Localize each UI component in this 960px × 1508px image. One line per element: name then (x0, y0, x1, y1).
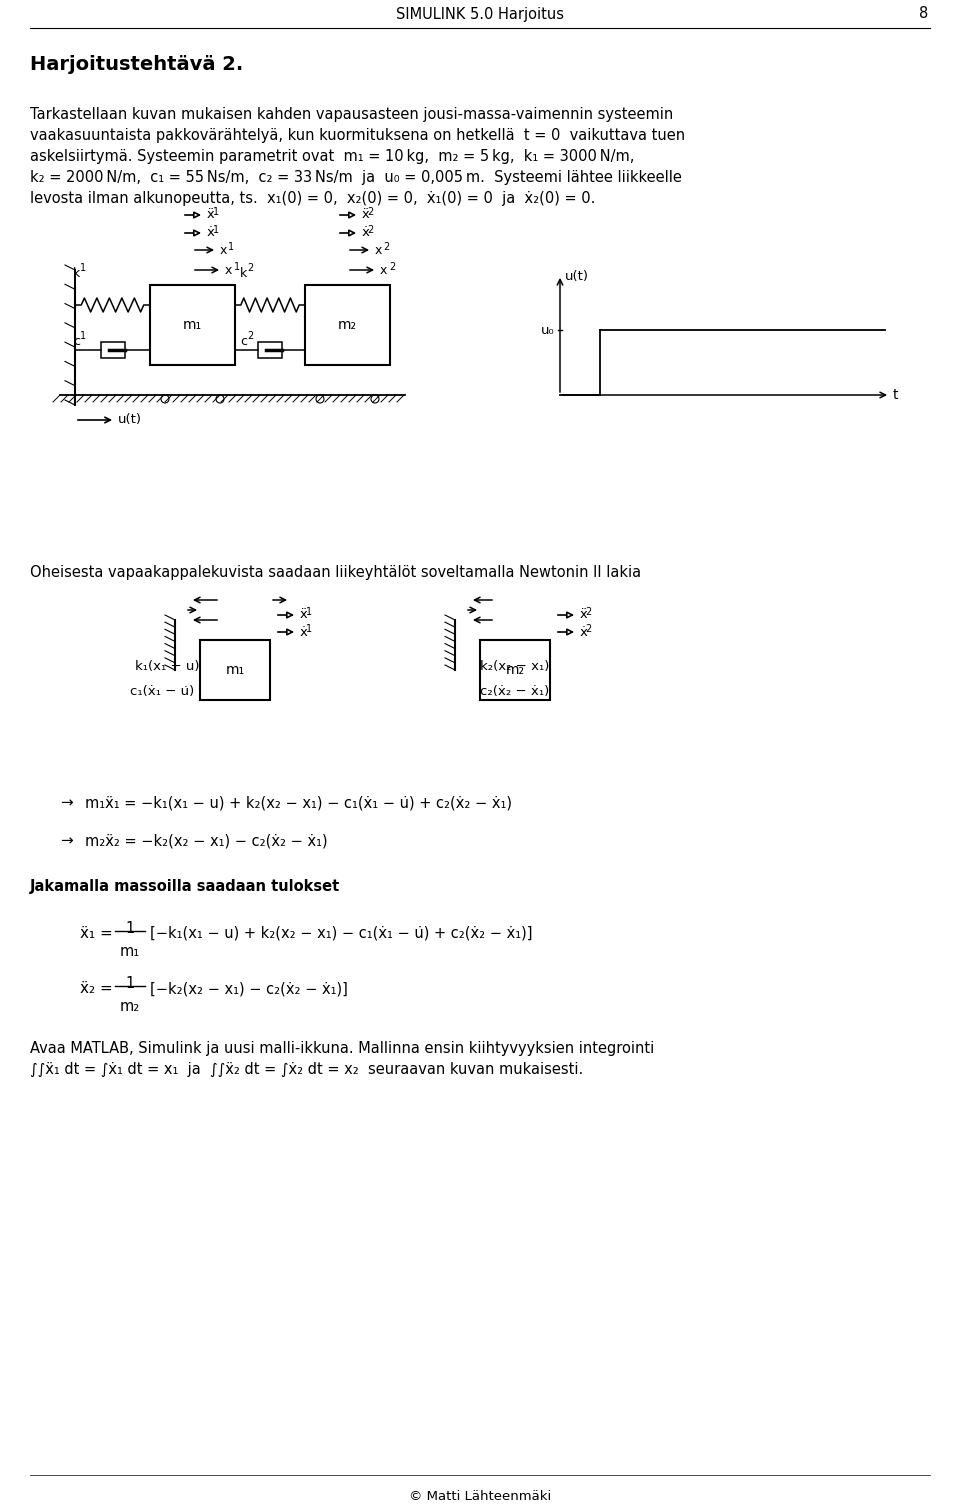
Text: ẋ: ẋ (580, 626, 588, 638)
Text: 2: 2 (247, 262, 253, 273)
Text: x: x (375, 243, 382, 256)
Text: 2: 2 (586, 624, 591, 633)
Circle shape (316, 395, 324, 403)
Text: c: c (240, 335, 247, 348)
Text: Jakamalla massoilla saadaan tulokset: Jakamalla massoilla saadaan tulokset (30, 879, 340, 894)
Text: m₁: m₁ (120, 944, 140, 959)
Text: vaakasuuntaista pakkovärähtelyä, kun kuormituksena on hetkellä  t = 0  vaikuttav: vaakasuuntaista pakkovärähtelyä, kun kuo… (30, 128, 685, 143)
Text: m₂: m₂ (506, 664, 524, 677)
Bar (480, 639, 550, 700)
Text: m₁ẍ₁ = −k₁(x₁ − u) + k₂(x₂ − x₁) − c₁(ẋ₁ − u̇) + c₂(ẋ₂ − ẋ₁): m₁ẍ₁ = −k₁(x₁ − u) + k₂(x₂ − x₁) − c₁(ẋ₁… (85, 795, 512, 810)
Text: ẍ₂ =: ẍ₂ = (80, 982, 112, 995)
Text: 2: 2 (586, 608, 591, 617)
Bar (150, 285, 235, 365)
Text: Harjoitustehtävä 2.: Harjoitustehtävä 2. (30, 54, 243, 74)
Text: x: x (225, 264, 232, 276)
Text: 1: 1 (80, 262, 86, 273)
Text: SIMULINK 5.0 Harjoitus: SIMULINK 5.0 Harjoitus (396, 6, 564, 21)
Text: levosta ilman alkunopeutta, ts.  x₁(0) = 0,  x₂(0) = 0,  ẋ₁(0) = 0  ja  ẋ₂(0) = : levosta ilman alkunopeutta, ts. x₁(0) = … (30, 192, 595, 207)
Text: askelsiirtymä. Systeemin parametrit ovat  m₁ = 10 kg,  m₂ = 5 kg,  k₁ = 3000 N/m: askelsiirtymä. Systeemin parametrit ovat… (30, 149, 635, 164)
Text: ẍ: ẍ (300, 609, 308, 621)
Text: x: x (220, 243, 228, 256)
Text: ∫∫ẍ₁ dt = ∫ẋ₁ dt = x₁  ja  ∫∫ẍ₂ dt = ∫ẋ₂ dt = x₂  seuraavan kuvan mukaisesti.: ∫∫ẍ₁ dt = ∫ẋ₁ dt = x₁ ja ∫∫ẍ₂ dt = ∫ẋ₂ d… (30, 1062, 584, 1077)
Bar (305, 285, 390, 365)
Text: Tarkastellaan kuvan mukaisen kahden vapausasteen jousi-massa-vaimennin systeemin: Tarkastellaan kuvan mukaisen kahden vapa… (30, 107, 673, 122)
Text: c₂(ẋ₂ − ẋ₁): c₂(ẋ₂ − ẋ₁) (480, 685, 549, 698)
Bar (258, 342, 282, 357)
Text: [−k₁(x₁ − u) + k₂(x₂ − x₁) − c₁(ẋ₁ − u̇) + c₂(ẋ₂ − ẋ₁)]: [−k₁(x₁ − u) + k₂(x₂ − x₁) − c₁(ẋ₁ − u̇)… (150, 926, 533, 941)
Text: m₁: m₁ (183, 318, 202, 332)
Text: u₀: u₀ (541, 324, 555, 336)
Text: ẋ: ẋ (300, 626, 308, 638)
Text: k₂ = 2000 N/m,  c₁ = 55 Ns/m,  c₂ = 33 Ns/m  ja  u₀ = 0,005 m.  Systeemi lähtee : k₂ = 2000 N/m, c₁ = 55 Ns/m, c₂ = 33 Ns/… (30, 170, 682, 185)
Text: 1: 1 (305, 624, 312, 633)
Text: t: t (893, 388, 899, 403)
Text: →: → (60, 832, 73, 847)
Text: 1: 1 (126, 976, 134, 991)
Text: ẋ: ẋ (207, 226, 215, 240)
Text: 2: 2 (383, 241, 389, 252)
Text: 1: 1 (212, 225, 219, 235)
Text: k: k (73, 267, 81, 280)
Text: c: c (73, 335, 80, 348)
Text: m₂ẍ₂ = −k₂(x₂ − x₁) − c₂(ẋ₂ − ẋ₁): m₂ẍ₂ = −k₂(x₂ − x₁) − c₂(ẋ₂ − ẋ₁) (85, 832, 327, 847)
Text: 2: 2 (368, 207, 373, 217)
Circle shape (161, 395, 169, 403)
Text: 8: 8 (919, 6, 928, 21)
Text: 2: 2 (247, 330, 253, 341)
Text: [−k₂(x₂ − x₁) − c₂(ẋ₂ − ẋ₁)]: [−k₂(x₂ − x₁) − c₂(ẋ₂ − ẋ₁)] (150, 982, 348, 995)
Text: u(t): u(t) (118, 413, 142, 427)
Text: ẍ: ẍ (580, 609, 588, 621)
Circle shape (371, 395, 379, 403)
Text: →: → (60, 795, 73, 810)
Text: 1: 1 (80, 330, 86, 341)
Text: 2: 2 (389, 262, 396, 271)
Text: ẍ: ẍ (207, 208, 215, 222)
Text: 1: 1 (212, 207, 219, 217)
Text: c₁(ẋ₁ − u̇): c₁(ẋ₁ − u̇) (130, 685, 194, 698)
Text: u(t): u(t) (565, 270, 589, 284)
Text: ẋ: ẋ (362, 226, 370, 240)
Text: 1: 1 (234, 262, 240, 271)
Circle shape (216, 395, 224, 403)
Text: 1: 1 (126, 921, 134, 936)
Bar (101, 342, 125, 357)
Text: © Matti Lähteenmäki: © Matti Lähteenmäki (409, 1490, 551, 1503)
Text: 2: 2 (368, 225, 373, 235)
Text: ẍ: ẍ (362, 208, 370, 222)
Text: Avaa MATLAB, Simulink ja uusi malli-ikkuna. Mallinna ensin kiihtyvyyksien integr: Avaa MATLAB, Simulink ja uusi malli-ikku… (30, 1041, 655, 1056)
Text: m₁: m₁ (226, 664, 245, 677)
Bar (200, 639, 270, 700)
Text: m₂: m₂ (338, 318, 357, 332)
Text: Oheisesta vapaakappalekuvista saadaan liikeyhtälöt soveltamalla Newtonin II laki: Oheisesta vapaakappalekuvista saadaan li… (30, 566, 641, 581)
Text: m₂: m₂ (120, 998, 140, 1013)
Text: k: k (240, 267, 248, 280)
Text: k₁(x₁ − u): k₁(x₁ − u) (135, 661, 200, 673)
Text: x: x (380, 264, 388, 276)
Text: k₂(x₂ − x₁): k₂(x₂ − x₁) (480, 661, 549, 673)
Text: ẍ₁ =: ẍ₁ = (80, 926, 112, 941)
Text: 1: 1 (228, 241, 234, 252)
Text: 1: 1 (305, 608, 312, 617)
